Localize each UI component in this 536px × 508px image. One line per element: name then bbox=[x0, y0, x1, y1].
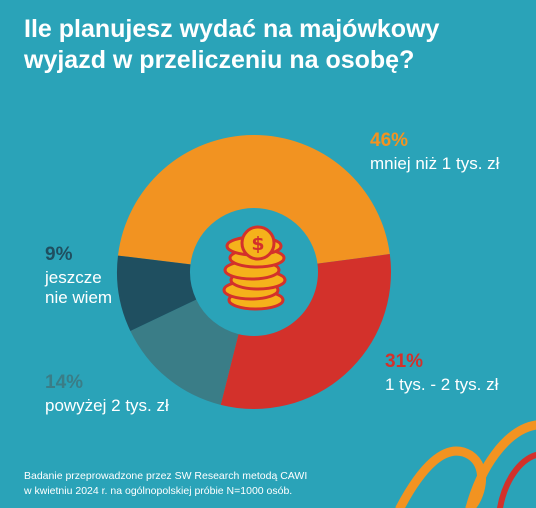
label-above-2k-pct: 14% bbox=[45, 372, 84, 393]
donut-slices bbox=[117, 135, 391, 409]
footer-line-1: Badanie przeprowadzone przez SW Research… bbox=[24, 470, 308, 482]
label-dont-know: 9% jeszcze nie wiem bbox=[45, 245, 112, 308]
slice-less-1k bbox=[117, 135, 390, 265]
label-1k-2k-pct: 31% bbox=[385, 351, 424, 372]
footer-line-2: w kwietniu 2024 r. na ogólnopolskiej pró… bbox=[24, 485, 293, 497]
coin-stack-icon: $ bbox=[222, 225, 287, 311]
label-dont-know-text-2: nie wiem bbox=[45, 288, 113, 307]
label-less-1k: 46% mniej niż 1 tys. zł bbox=[370, 131, 499, 174]
slice-above-2k bbox=[130, 299, 239, 405]
label-1k-2k-text: 1 tys. - 2 tys. zł bbox=[385, 375, 499, 394]
label-dont-know-pct: 9% bbox=[45, 244, 73, 265]
label-above-2k: 14% powyżej 2 tys. zł bbox=[45, 373, 169, 416]
chart-title: Ile planujesz wydać na majówkowy wyjazd … bbox=[24, 14, 524, 76]
label-less-1k-pct: 46% bbox=[370, 130, 409, 151]
label-above-2k-text: powyżej 2 tys. zł bbox=[45, 396, 169, 415]
dollar-sign-icon: $ bbox=[251, 233, 264, 255]
label-1k-2k: 31% 1 tys. - 2 tys. zł bbox=[385, 352, 498, 395]
label-dont-know-text-1: jeszcze bbox=[45, 268, 102, 287]
coin-top bbox=[240, 225, 276, 261]
footer-note: Badanie przeprowadzone przez SW Research… bbox=[24, 469, 307, 499]
swirl-decoration-icon bbox=[395, 420, 536, 508]
slice-dont-know bbox=[117, 255, 197, 332]
label-less-1k-text: mniej niż 1 tys. zł bbox=[370, 154, 500, 173]
title-line-1: Ile planujesz wydać na majówkowy bbox=[24, 15, 440, 43]
slice-1k-2k bbox=[220, 254, 391, 409]
title-line-2: wyjazd w przeliczeniu na osobę? bbox=[24, 46, 415, 74]
